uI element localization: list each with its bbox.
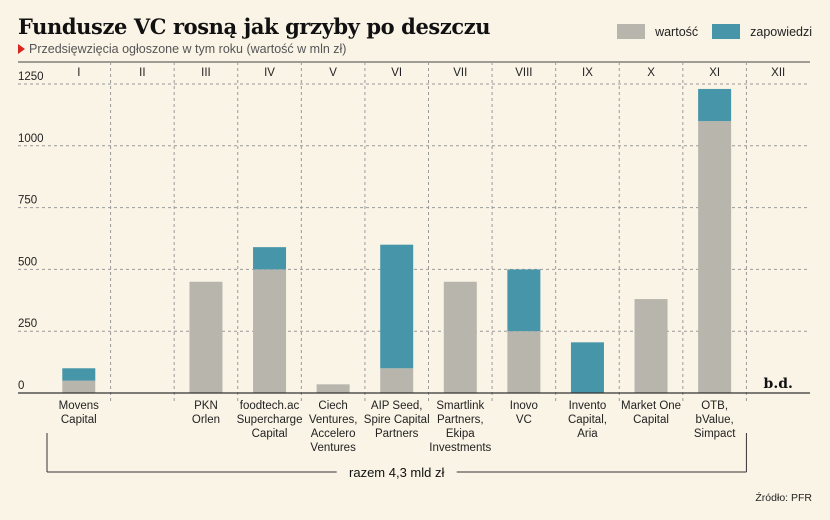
month-label: I bbox=[77, 67, 80, 79]
month-label: II bbox=[139, 67, 145, 79]
category-label: Smartlink Partners, Ekipa Investments bbox=[429, 400, 491, 454]
chart-subtitle: Przedsięwzięcia ogłoszone w tym roku (wa… bbox=[18, 42, 346, 56]
subtitle-text: Przedsięwzięcia ogłoszone w tym roku (wa… bbox=[29, 42, 347, 56]
legend-label-wartosc: wartość bbox=[655, 24, 699, 39]
y-tick-label: 500 bbox=[18, 256, 37, 268]
chart-title: Fundusze VC rosną jak grzyby po deszczu bbox=[18, 14, 491, 39]
bar-wartosc bbox=[316, 384, 350, 393]
bar-zapowiedzi bbox=[507, 269, 541, 332]
category-label: OTB, bValue, Simpact bbox=[694, 400, 736, 440]
bar-zapowiedzi bbox=[570, 342, 604, 393]
legend-item-zapowiedzi: zapowiedzi bbox=[712, 24, 812, 39]
category-label: PKN Orlen bbox=[192, 400, 220, 426]
bar-zapowiedzi bbox=[253, 247, 287, 270]
month-label: VII bbox=[453, 67, 467, 79]
legend-swatch-wartosc bbox=[617, 24, 646, 39]
bar-wartosc bbox=[443, 281, 477, 393]
month-label: XII bbox=[771, 67, 785, 79]
legend-swatch-zapowiedzi bbox=[712, 24, 741, 39]
month-label: III bbox=[201, 67, 211, 79]
category-label: foodtech.ac Supercharge Capital bbox=[237, 400, 303, 440]
bar-zapowiedzi bbox=[698, 88, 732, 122]
category-label: Ciech Ventures, Accelero Ventures bbox=[309, 400, 358, 454]
legend-item-wartosc: wartość bbox=[617, 24, 698, 39]
red-triangle-icon bbox=[18, 44, 25, 54]
bar-zapowiedzi bbox=[62, 368, 96, 381]
category-label: Invento Capital, Aria bbox=[568, 400, 607, 440]
month-label: VIII bbox=[515, 67, 532, 79]
bar-wartosc bbox=[253, 269, 287, 393]
bar-zapowiedzi bbox=[380, 244, 414, 369]
no-data-label: b.d. bbox=[764, 376, 793, 392]
category-label: Inovo VC bbox=[510, 400, 538, 426]
bar-wartosc bbox=[62, 380, 96, 393]
category-label: Movens Capital bbox=[59, 400, 100, 426]
y-tick-label: 750 bbox=[18, 195, 37, 207]
bar-wartosc bbox=[698, 121, 732, 393]
category-label: AIP Seed, Spire Capital Partners bbox=[364, 400, 430, 440]
total-label-bg bbox=[336, 462, 457, 482]
month-label: XI bbox=[709, 67, 720, 79]
y-tick-label: 250 bbox=[18, 318, 37, 330]
month-label: IX bbox=[582, 67, 593, 79]
legend: wartość zapowiedzi bbox=[617, 24, 812, 39]
total-label: razem 4,3 mld zł bbox=[349, 465, 444, 480]
bar-wartosc bbox=[380, 368, 414, 393]
month-label: VI bbox=[391, 67, 402, 79]
bar-wartosc bbox=[507, 331, 541, 393]
category-label: Market One Capital bbox=[621, 400, 681, 426]
y-tick-label: 1250 bbox=[18, 71, 44, 83]
y-tick-label: 0 bbox=[18, 380, 24, 392]
month-label: V bbox=[329, 67, 337, 79]
bar-wartosc bbox=[189, 281, 223, 393]
y-tick-label: 1000 bbox=[18, 133, 44, 145]
legend-label-zapowiedzi: zapowiedzi bbox=[750, 24, 812, 39]
source-note: Źródło: PFR bbox=[755, 492, 812, 504]
month-label: IV bbox=[264, 67, 275, 79]
month-label: X bbox=[647, 67, 655, 79]
bar-wartosc bbox=[634, 299, 668, 393]
